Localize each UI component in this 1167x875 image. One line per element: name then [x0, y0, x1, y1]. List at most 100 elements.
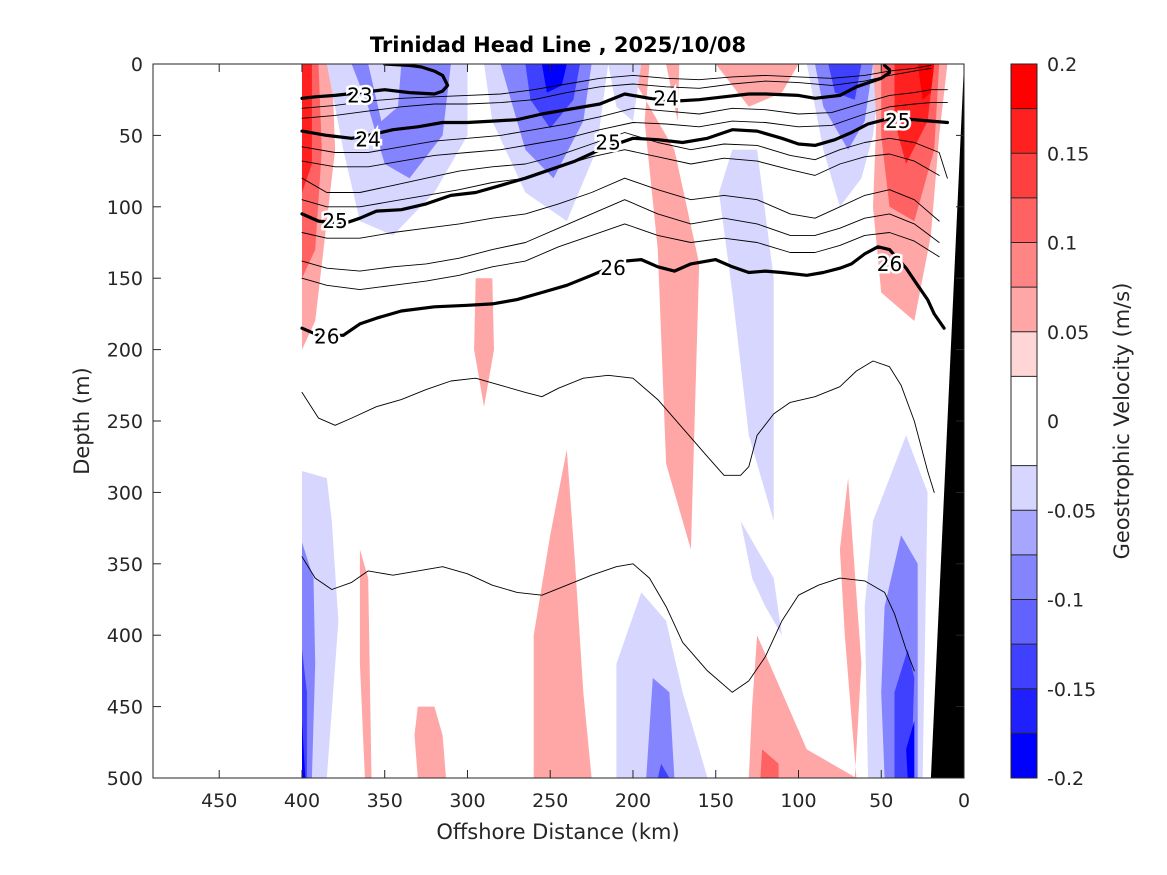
- colorbar-tick-label: -0.15: [1047, 679, 1096, 701]
- density-contour-layer: [300, 64, 949, 693]
- x-axis-ticks: 450 400 350 300 250 200 150 100 50 0: [201, 64, 970, 812]
- colorbar-ticks: 0.2 0.15 0.1 0.05 0 -0.05 -0.1 -0.15 -0.2: [1047, 54, 1096, 790]
- colorbar-block: [1011, 688, 1037, 734]
- density-contour-thin: [301, 199, 940, 272]
- colorbar-block: [1011, 376, 1037, 466]
- velocity-fill-layer: [302, 64, 948, 778]
- x-tick-label: 250: [532, 790, 568, 812]
- x-tick-label: 350: [367, 790, 403, 812]
- y-tick-label: 50: [119, 125, 143, 147]
- velocity-patch: [917, 64, 935, 100]
- contour-label: 24: [653, 86, 678, 110]
- colorbar-frame: [1010, 63, 1038, 779]
- y-axis-label: Depth (m): [70, 367, 94, 474]
- colorbar-block: [1011, 153, 1037, 198]
- velocity-patch: [715, 64, 799, 107]
- velocity-patch: [740, 521, 782, 636]
- contour-label: 23: [347, 83, 372, 107]
- colorbar-block: [1011, 465, 1037, 511]
- y-tick-label: 0: [131, 54, 143, 76]
- velocity-patch: [616, 592, 708, 778]
- x-tick-label: 200: [615, 790, 651, 812]
- colorbar-tick-label: 0.1: [1047, 233, 1077, 255]
- colorbar-block: [1011, 108, 1037, 154]
- velocity-patch: [414, 706, 446, 778]
- contour-label: 24: [355, 128, 380, 152]
- velocity-patch: [302, 720, 306, 778]
- density-contour-thin: [301, 177, 940, 239]
- colorbar-tick-label: -0.2: [1047, 768, 1084, 790]
- colorbar: 0.2 0.15 0.1 0.05 0 -0.05 -0.1 -0.15 -0.2 Geostr…: [1010, 54, 1134, 790]
- density-contour-thin: [301, 89, 948, 153]
- velocity-patch: [906, 720, 915, 778]
- velocity-patch: [719, 149, 774, 521]
- colorbar-block: [1011, 554, 1037, 600]
- plot-area: 23 24 24 25 25 25 26 26 26 450 400 350 300 250 200 150…: [107, 54, 970, 812]
- colorbar-block: [1011, 733, 1037, 778]
- velocity-patch: [828, 64, 862, 100]
- colorbar-block: [1011, 510, 1037, 555]
- velocity-patch: [760, 749, 779, 778]
- x-tick-label: 100: [780, 790, 816, 812]
- velocity-patch: [525, 64, 580, 129]
- contour-label: 26: [877, 252, 902, 276]
- colorbar-tick-label: 0.05: [1047, 322, 1089, 344]
- density-contour-thin: [301, 149, 940, 208]
- density-contour-thin: [301, 132, 948, 193]
- velocity-patch: [839, 478, 862, 778]
- colorbar-color-blocks: [1011, 63, 1037, 778]
- y-tick-label: 200: [107, 340, 143, 362]
- contour-label: 26: [314, 325, 339, 349]
- y-tick-label: 450: [107, 697, 143, 719]
- y-tick-label: 400: [107, 625, 143, 647]
- contour-label: 25: [322, 209, 347, 233]
- x-axis-label: Offshore Distance (km): [436, 820, 679, 844]
- colorbar-block: [1011, 644, 1037, 689]
- density-contour-bold: [300, 245, 946, 337]
- colorbar-tick-label: 0.15: [1047, 143, 1089, 165]
- density-contour-bold: [300, 64, 450, 100]
- colorbar-block: [1011, 242, 1037, 288]
- x-tick-label: 150: [698, 790, 734, 812]
- colorbar-tick-label: -0.1: [1047, 590, 1084, 612]
- density-contour-bold: [300, 64, 892, 140]
- x-tick-label: 300: [449, 790, 485, 812]
- colorbar-label: Geostrophic Velocity (m/s): [1110, 283, 1134, 560]
- y-tick-label: 300: [107, 482, 143, 504]
- chart-title: Trinidad Head Line , 2025/10/08: [370, 33, 746, 57]
- velocity-patch: [359, 549, 372, 778]
- colorbar-tick-label: -0.05: [1047, 500, 1096, 522]
- colorbar-block: [1011, 287, 1037, 332]
- colorbar-block: [1011, 197, 1037, 243]
- y-tick-label: 150: [107, 268, 143, 290]
- density-contour-thin: [301, 64, 932, 109]
- contour-label: 25: [885, 109, 910, 133]
- x-tick-label: 450: [201, 790, 237, 812]
- velocity-patch: [368, 64, 402, 122]
- x-tick-label: 0: [958, 790, 970, 812]
- shelf-bathymetry-layer: [930, 64, 964, 778]
- velocity-patch: [624, 64, 700, 550]
- y-tick-label: 350: [107, 554, 143, 576]
- contour-label-layer: 23 24 24 25 25 25 26 26 26: [312, 81, 913, 351]
- colorbar-block: [1011, 599, 1037, 645]
- velocity-patch: [748, 635, 857, 778]
- density-contour-thin: [301, 556, 915, 693]
- x-tick-label: 50: [869, 790, 893, 812]
- density-contour-thin: [301, 102, 948, 168]
- colorbar-tick-label: 0.2: [1047, 54, 1077, 76]
- velocity-patch: [657, 763, 670, 778]
- y-tick-label: 250: [107, 411, 143, 433]
- velocity-patch: [474, 278, 494, 407]
- density-contour-thin: [301, 360, 935, 493]
- density-contour-bold: [300, 116, 949, 226]
- y-tick-label: 100: [107, 197, 143, 219]
- colorbar-block: [1011, 64, 1037, 109]
- y-axis-ticks: 0 50 100 150 200 250 300 350 400 450 500: [107, 54, 964, 790]
- colorbar-tick-label: 0: [1047, 411, 1059, 433]
- colorbar-block: [1011, 331, 1037, 377]
- x-tick-label: 400: [284, 790, 320, 812]
- shelf-bathymetry: [930, 64, 964, 778]
- velocity-patch: [533, 449, 592, 778]
